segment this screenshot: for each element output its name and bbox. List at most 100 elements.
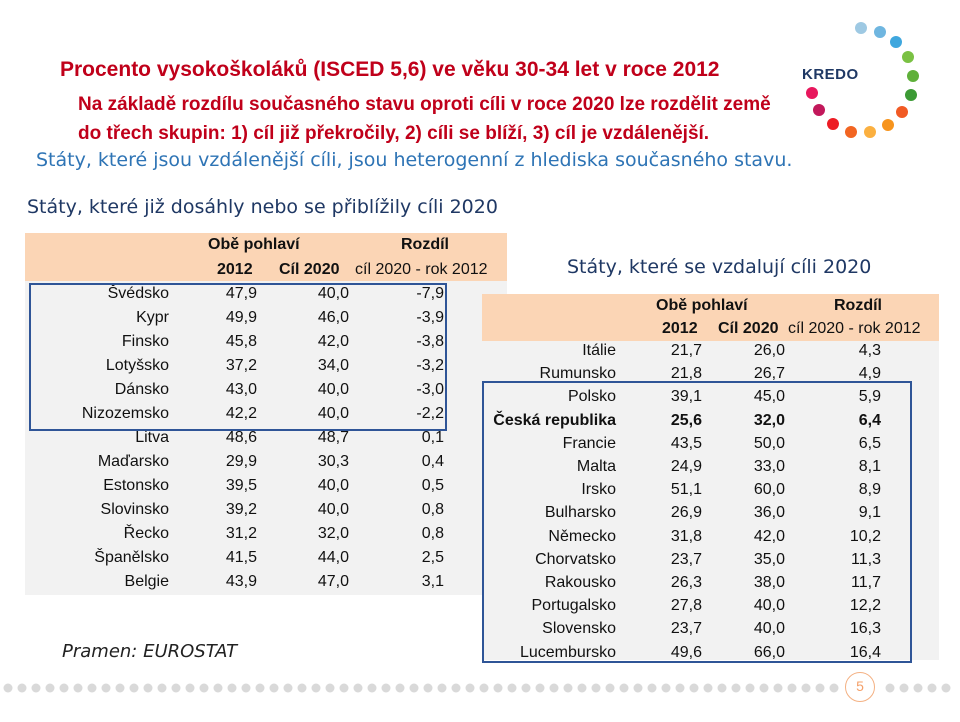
right-header-formula: cíl 2020 - rok 2012 (788, 320, 921, 337)
left-row-diff: 0,1 (421, 429, 444, 446)
left-row-2012: 37,2 (225, 357, 257, 374)
left-section-title: Státy, které již dosáhly nebo se přiblíž… (27, 196, 498, 218)
right-row-diff: 9,1 (858, 504, 881, 522)
right-row-goal: 26,0 (753, 342, 785, 359)
left-row-goal: 47,0 (317, 573, 349, 590)
right-row-diff: 6,5 (858, 434, 881, 452)
right-row-2012: 21,8 (670, 365, 702, 383)
right-section-title: Státy, které se vzdalují cíli 2020 (567, 256, 872, 278)
left-row-diff: -3,9 (416, 309, 444, 326)
left-row-country: Dánsko (114, 381, 169, 398)
left-row-2012: 42,2 (225, 405, 257, 422)
slide-note: Státy, které jsou vzdálenější cíli, jsou… (36, 149, 793, 171)
right-row-diff: 16,3 (849, 620, 881, 638)
left-row-diff: -7,9 (416, 285, 444, 302)
right-row-goal: 26,7 (753, 365, 785, 383)
left-row-diff: -3,8 (416, 333, 444, 350)
right-row-2012: 23,7 (670, 550, 702, 568)
left-row-country: Litva (135, 429, 169, 446)
right-row-goal: 36,0 (753, 504, 785, 522)
left-row-2012: 29,9 (225, 453, 257, 470)
left-row-2012: 31,2 (225, 525, 257, 542)
left-row-country: Estonsko (103, 477, 169, 494)
right-row-goal: 40,0 (753, 620, 785, 638)
right-row-diff: 5,9 (858, 388, 881, 406)
left-row-country: Lotyšsko (105, 357, 169, 374)
right-row-goal: 42,0 (753, 527, 785, 545)
right-row-diff: 6,4 (858, 411, 881, 429)
left-row-diff: 0,5 (421, 477, 444, 494)
left-row-country: Španělsko (94, 549, 169, 566)
right-row-country: Rumunsko (539, 365, 616, 383)
right-header-group: Obě pohlaví (656, 297, 748, 314)
left-row-2012: 41,5 (225, 549, 257, 566)
right-row-2012: 39,1 (670, 388, 702, 406)
right-row-goal: 40,0 (753, 597, 785, 615)
left-row-2012: 48,6 (225, 429, 257, 446)
left-row-country: Belgie (124, 573, 169, 590)
right-row-goal: 38,0 (753, 574, 785, 591)
left-row-goal: 40,0 (317, 405, 349, 422)
right-row-2012: 27,8 (670, 597, 702, 615)
left-row-diff: 0,4 (421, 453, 444, 470)
right-row-country: Chorvatsko (535, 550, 616, 568)
left-row-2012: 43,9 (225, 573, 257, 590)
right-row-country: Rakousko (544, 574, 616, 591)
left-row-goal: 40,0 (317, 285, 349, 302)
left-row-2012: 39,2 (225, 501, 257, 518)
right-row-2012: 21,7 (670, 342, 702, 359)
left-row-goal: 48,7 (317, 429, 349, 446)
left-row-2012: 43,0 (225, 381, 257, 398)
right-row-2012: 26,3 (670, 574, 702, 591)
left-row-diff: 0,8 (421, 501, 444, 518)
footer-dots-decoration (3, 683, 951, 693)
left-header-diff: Rozdíl (401, 236, 449, 253)
right-row-country: Polsko (567, 388, 616, 406)
left-row-goal: 34,0 (317, 357, 349, 374)
left-row-diff: -3,0 (416, 381, 444, 398)
kredo-logo-icon (806, 22, 919, 138)
left-header-year: 2012 (217, 261, 253, 278)
right-header-diff: Rozdíl (834, 297, 882, 314)
right-header-year: 2012 (662, 320, 698, 337)
right-row-2012: 51,1 (670, 481, 702, 499)
right-row-2012: 24,9 (670, 458, 702, 475)
page-number: 5 (856, 678, 864, 694)
right-row-diff: 12,2 (849, 597, 881, 615)
left-row-diff: 0,8 (421, 525, 444, 542)
left-row-goal: 40,0 (317, 477, 349, 494)
left-row-country: Kypr (136, 309, 169, 326)
right-row-goal: 66,0 (753, 643, 785, 661)
right-row-goal: 60,0 (753, 481, 785, 499)
left-row-goal: 44,0 (317, 549, 349, 566)
right-row-country: Malta (576, 458, 616, 475)
right-row-diff: 11,7 (851, 574, 881, 591)
left-header-goal: Cíl 2020 (279, 261, 340, 278)
left-row-goal: 40,0 (317, 381, 349, 398)
right-row-country: Bulharsko (544, 504, 616, 522)
subtitle-line-2: do třech skupin: 1) cíl již překročily, … (78, 123, 710, 144)
right-row-diff: 11,3 (851, 550, 881, 568)
right-row-2012: 31,8 (670, 527, 702, 545)
right-table: Obě pohlaví Rozdíl 2012 Cíl 2020 cíl 202… (482, 294, 939, 661)
right-table-header (482, 294, 939, 341)
right-row-diff: 8,1 (858, 458, 881, 475)
left-row-country: Maďarsko (97, 453, 169, 470)
left-highlight-frame (29, 283, 447, 431)
right-row-2012: 26,9 (670, 504, 702, 522)
left-table: Obě pohlaví Rozdíl 2012 Cíl 2020 cíl 202… (25, 233, 507, 595)
right-row-diff: 16,4 (849, 643, 881, 661)
right-row-diff: 4,9 (858, 365, 881, 383)
slide-subtitle: Na základě rozdílu současného stavu opro… (78, 90, 818, 148)
left-row-goal: 46,0 (317, 309, 349, 326)
right-row-diff: 4,3 (858, 342, 881, 359)
right-row-diff: 10,2 (849, 527, 881, 545)
right-row-goal: 50,0 (753, 434, 785, 452)
left-row-2012: 47,9 (225, 285, 257, 302)
right-row-2012: 23,7 (670, 620, 702, 638)
logo-text: KREDO (802, 66, 859, 83)
right-row-country: Portugalsko (531, 597, 617, 615)
slide-title: Procento vysokoškoláků (ISCED 5,6) ve vě… (60, 58, 720, 81)
left-header-formula: cíl 2020 - rok 2012 (355, 261, 488, 278)
left-row-diff: 2,5 (421, 549, 444, 566)
